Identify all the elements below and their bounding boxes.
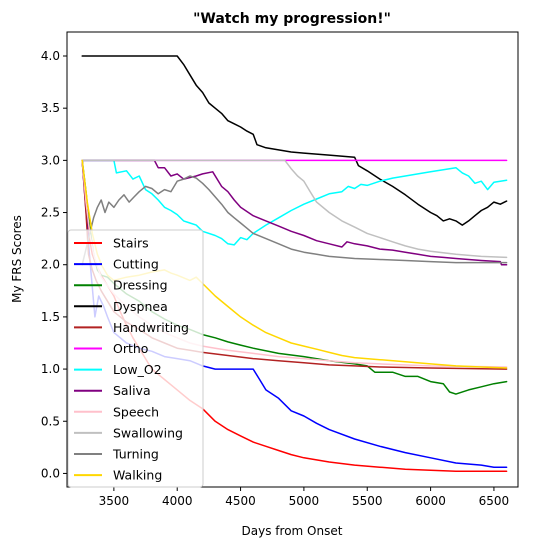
legend-label: Dyspnea — [113, 299, 168, 314]
y-tick-label: 2.0 — [41, 258, 60, 272]
legend-label: Saliva — [113, 383, 151, 398]
legend-label: Speech — [113, 404, 159, 419]
x-axis: 3500 4000 4500 5000 5500 6000 6500 — [99, 487, 510, 508]
x-tick-label: 4000 — [162, 494, 193, 508]
legend-label: Ortho — [113, 341, 148, 356]
legend: Stairs Cutting Dressing Dyspnea Handwriting O… — [67, 229, 204, 488]
legend-label: Low_O2 — [113, 362, 162, 377]
chart-title: "Watch my progression!" — [193, 11, 391, 27]
plot-area-frame — [66, 31, 519, 488]
y-tick-label: 0.5 — [41, 414, 60, 428]
y-tick-label: 3.5 — [41, 101, 60, 115]
y-tick-label: 3.0 — [41, 153, 60, 167]
y-tick-label: 1.5 — [41, 310, 60, 324]
x-tick-label: 3500 — [99, 494, 130, 508]
y-tick-label: 0.0 — [41, 466, 60, 480]
legend-label: Dressing — [113, 278, 168, 293]
x-tick-label: 6000 — [415, 494, 446, 508]
y-tick-label: 2.5 — [41, 206, 60, 220]
y-axis-label: My FRS Scores — [10, 215, 24, 303]
legend-label: Handwriting — [113, 320, 189, 335]
x-tick-label: 6500 — [479, 494, 510, 508]
series-line-dyspnea — [81, 55, 508, 226]
series-line-swallowing — [81, 159, 508, 259]
series-line-turning — [81, 175, 508, 266]
x-axis-label: Days from Onset — [242, 524, 343, 538]
x-tick-label: 4500 — [225, 494, 256, 508]
legend-label: Swallowing — [113, 425, 183, 440]
legend-label: Stairs — [113, 236, 149, 251]
legend-label: Cutting — [113, 257, 159, 272]
x-tick-label: 5000 — [289, 494, 320, 508]
y-tick-label: 4.0 — [41, 49, 60, 63]
legend-label: Turning — [112, 447, 159, 462]
y-axis: 0.0 0.5 1.0 1.5 2.0 2.5 3.0 3.5 4.0 — [41, 49, 67, 480]
series-line-low-o2 — [81, 159, 508, 246]
legend-label: Walking — [113, 468, 162, 483]
y-tick-label: 1.0 — [41, 362, 60, 376]
x-tick-label: 5500 — [352, 494, 383, 508]
legend-box — [67, 229, 204, 488]
